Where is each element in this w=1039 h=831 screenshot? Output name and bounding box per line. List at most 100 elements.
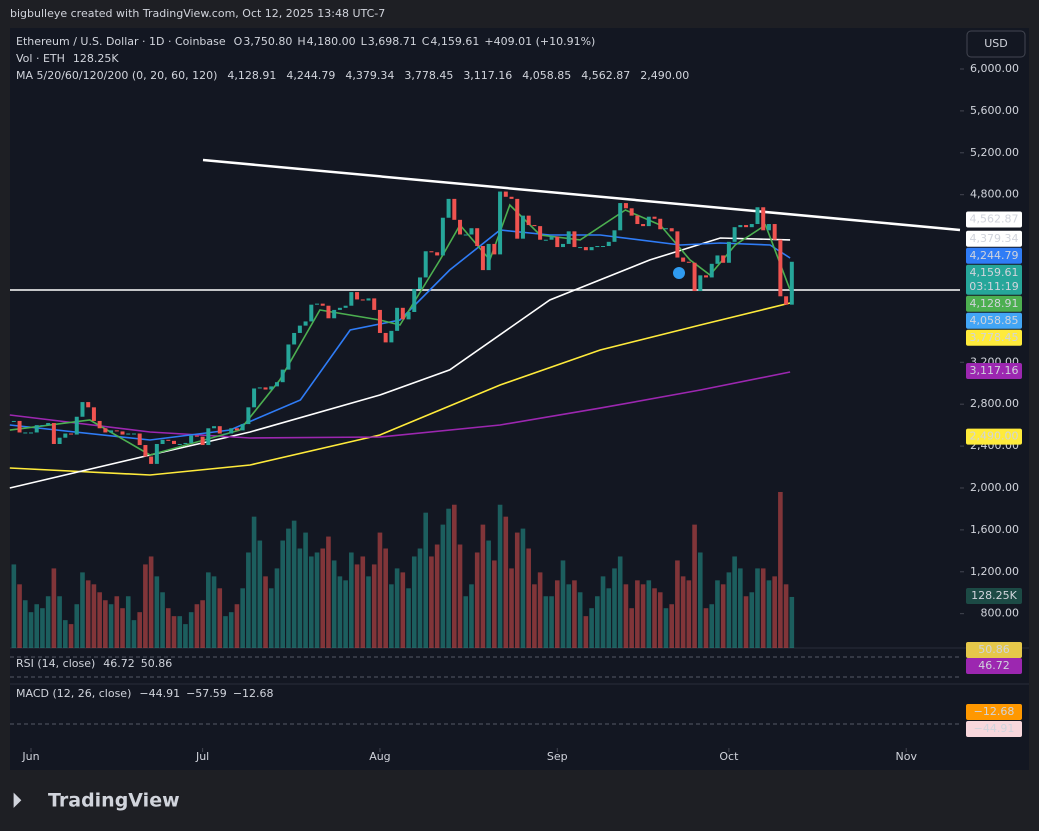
candle: [738, 225, 743, 228]
candle: [732, 227, 737, 242]
volume-bar: [595, 596, 600, 648]
volume-bar: [360, 556, 366, 648]
candle: [589, 247, 594, 251]
moving-average: [9, 371, 791, 439]
volume-bar: [68, 624, 74, 648]
price-tag: [966, 428, 1022, 445]
countdown: 03:11:19: [969, 280, 1018, 293]
price-tag: [966, 312, 1022, 329]
candle: [429, 251, 434, 253]
volume-bar: [406, 588, 411, 648]
volume-bar: [354, 564, 360, 648]
legend-text: 3,750.80: [243, 35, 292, 48]
candle: [686, 261, 691, 263]
volume-bar: [320, 548, 326, 648]
volume-bar: [537, 572, 543, 648]
candle: [755, 207, 760, 225]
macd-tag-label: −44.91: [974, 722, 1015, 735]
candle: [395, 307, 400, 331]
macd-tag-label: −12.68: [974, 705, 1015, 718]
candle: [560, 243, 565, 248]
candle: [97, 420, 102, 429]
volume-bar: [183, 624, 188, 648]
price-tag-label: 2,490.00: [970, 430, 1019, 443]
candle: [240, 424, 245, 431]
candle: [143, 445, 148, 457]
volume-tag-label: 128.25K: [971, 589, 1017, 602]
candle: [749, 224, 754, 228]
candle: [131, 433, 136, 435]
volume-bar: [532, 584, 537, 648]
legend-text: 4,128.91: [227, 69, 276, 82]
candle: [200, 436, 205, 446]
volume-bar: [291, 520, 297, 648]
volume-bar: [371, 564, 377, 648]
candle: [440, 217, 445, 256]
candle: [46, 423, 51, 426]
candle: [234, 428, 239, 431]
volume-bar: [554, 580, 560, 648]
currency-label[interactable]: USD: [984, 37, 1008, 50]
y-tick-label: 5,600.00: [970, 104, 1019, 117]
legend-text: 3,117.16: [463, 69, 512, 82]
volume-bar: [577, 592, 583, 648]
candle: [80, 402, 85, 417]
candle: [435, 252, 440, 256]
volume-bar: [343, 580, 348, 648]
price-tag: [966, 329, 1022, 346]
candle: [389, 330, 394, 343]
price-tag-label: 3,117.16: [970, 364, 1019, 377]
candle: [744, 225, 749, 228]
volume-bar: [703, 608, 709, 648]
volume-bar: [697, 552, 703, 648]
candle: [663, 228, 668, 230]
candle: [583, 247, 588, 251]
candle: [778, 239, 783, 297]
legend-text: 4,058.85: [522, 69, 571, 82]
volume-bar: [732, 556, 737, 648]
volume-bar: [108, 604, 114, 648]
volume-bar: [749, 592, 755, 648]
candle: [709, 263, 714, 278]
candle: [149, 456, 154, 464]
volume-bar: [566, 584, 572, 648]
volume-bar: [383, 548, 388, 648]
volume-bar: [63, 620, 68, 648]
candle: [23, 432, 28, 434]
macd-tag: [966, 721, 1022, 737]
volume-bar: [526, 548, 531, 648]
volume-bar: [612, 568, 617, 648]
candle: [555, 236, 560, 248]
volume-bar: [509, 568, 514, 648]
candle: [412, 288, 417, 313]
currency-button[interactable]: [966, 30, 1026, 58]
candle: [698, 275, 703, 292]
candle: [543, 239, 548, 241]
y-tick-label: 4,800.00: [970, 188, 1019, 201]
volume-bar: [303, 532, 308, 648]
y-tick-label: 2,000.00: [970, 481, 1019, 494]
candle: [360, 299, 365, 301]
volume-bar: [657, 592, 663, 648]
candle: [520, 215, 525, 239]
volume-bar: [206, 572, 211, 648]
volume-bar: [726, 572, 732, 648]
macd-tag: [966, 704, 1022, 720]
candle: [480, 246, 485, 271]
moving-average: [9, 302, 791, 476]
candle: [601, 246, 606, 248]
volume-bar: [789, 596, 795, 648]
volume-bar: [480, 524, 486, 648]
volume-bar: [280, 540, 285, 648]
volume-bar: [160, 592, 165, 648]
volume-bar: [331, 560, 337, 648]
volume-bar: [137, 612, 142, 648]
candle: [629, 208, 634, 216]
candle: [492, 243, 497, 255]
volume-bar: [217, 588, 223, 648]
candle: [303, 321, 308, 326]
legend-text: 46.72: [103, 657, 135, 670]
rsi-tag: [966, 642, 1022, 658]
candle: [315, 303, 320, 305]
